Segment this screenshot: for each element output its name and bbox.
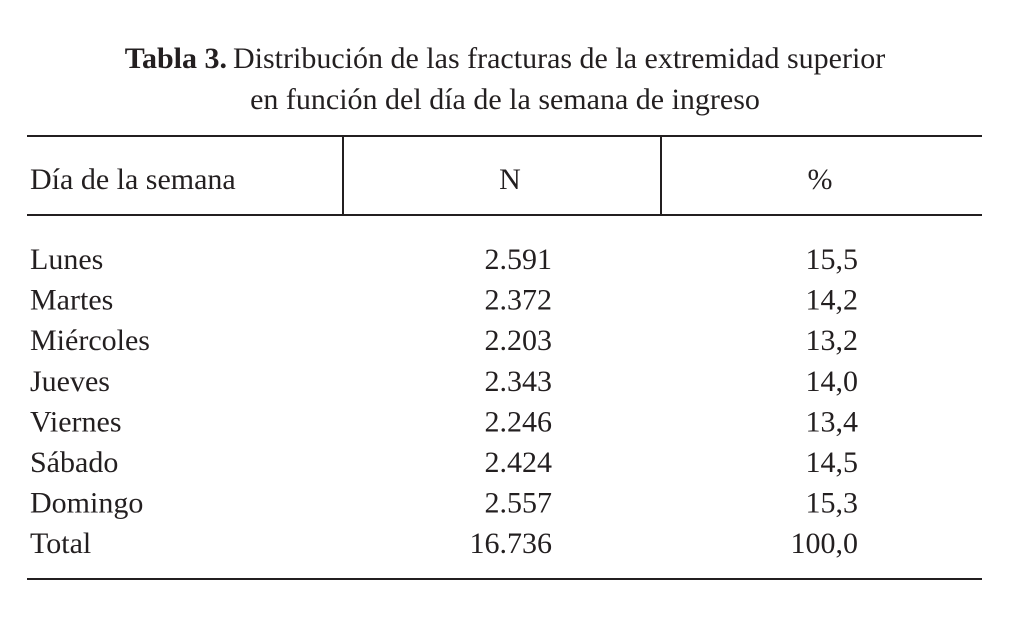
row-label: Viernes (30, 405, 122, 438)
cell-n: 2.591 (485, 243, 553, 276)
row-label: Domingo (30, 487, 143, 520)
cell-percent: 14,5 (806, 446, 859, 479)
cell-n: 2.424 (485, 446, 553, 479)
cell-percent: 14,0 (806, 365, 859, 398)
row-label: Jueves (30, 365, 110, 398)
cell-n: 16.736 (470, 527, 553, 560)
header-cell: % (808, 163, 833, 196)
cell-percent: 14,2 (806, 284, 859, 317)
header-cell: N (499, 163, 521, 196)
cell-n: 2.557 (485, 487, 553, 520)
row-label: Miércoles (30, 324, 150, 357)
cell-n: 2.343 (485, 365, 553, 398)
cell-percent: 15,5 (806, 243, 859, 276)
row-label: Sábado (30, 446, 118, 479)
cell-percent: 100,0 (791, 527, 859, 560)
cell-percent: 15,3 (806, 487, 859, 520)
row-label: Lunes (30, 243, 103, 276)
cell-n: 2.372 (485, 284, 553, 317)
row-label: Total (30, 527, 91, 560)
cell-percent: 13,2 (806, 324, 859, 357)
caption-label: Tabla 3. (125, 42, 227, 75)
caption-line: Tabla 3. Distribución de las fracturas de… (125, 42, 886, 75)
cell-n: 2.203 (485, 324, 553, 357)
cell-percent: 13,4 (806, 405, 859, 438)
header-cell: Día de la semana (30, 163, 236, 196)
caption-text: en función del día de la semana de ingre… (250, 83, 760, 116)
cell-n: 2.246 (485, 405, 553, 438)
row-label: Martes (30, 284, 113, 317)
caption-text: Distribución de las fracturas de la extr… (233, 42, 885, 75)
